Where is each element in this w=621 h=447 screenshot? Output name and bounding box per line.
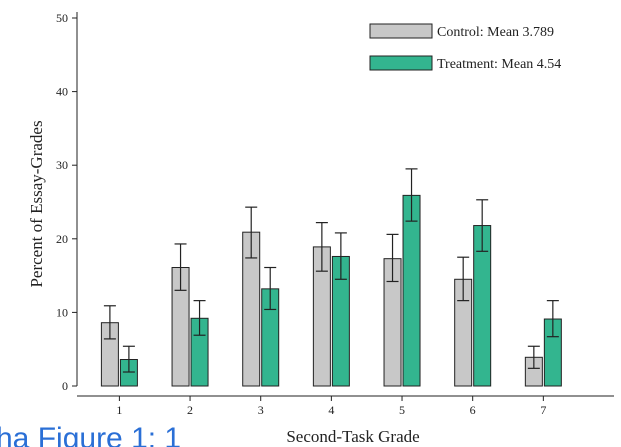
x-tick-label: 2 [187, 403, 193, 417]
y-tick-label: 30 [56, 158, 68, 172]
legend: Control: Mean 3.789 Treatment: Mean 4.54 [369, 23, 561, 72]
y-tick-label: 40 [56, 85, 68, 99]
partial-caption-text: ha Figure 1: 1 [0, 422, 181, 447]
plot-frame [76, 12, 614, 397]
x-tick-label: 4 [328, 403, 334, 417]
x-tick-label: 7 [540, 403, 546, 417]
legend-swatch-control [369, 23, 433, 39]
x-tick-label: 5 [399, 403, 405, 417]
y-tick-label: 50 [56, 11, 68, 25]
legend-label-treatment: Treatment: Mean 4.54 [437, 57, 561, 72]
x-tick-label: 3 [258, 403, 264, 417]
x-tick-label: 6 [470, 403, 476, 417]
y-axis-ticks: 0 10 20 30 40 50 [56, 11, 77, 393]
x-tick-label: 1 [116, 403, 122, 417]
y-tick-label: 20 [56, 232, 68, 246]
error-bars-group [103, 168, 559, 373]
x-axis-ticks: 1 2 3 4 5 6 7 [116, 396, 546, 417]
legend-label-control: Control: Mean 3.789 [437, 25, 554, 40]
y-tick-label: 10 [56, 305, 68, 319]
legend-swatch-treatment [369, 55, 433, 71]
x-axis-title: Second-Task Grade [286, 427, 419, 446]
bars-group [100, 194, 562, 387]
treatment-bar [402, 194, 421, 387]
y-axis-title: Percent of Essay-Grades [27, 120, 46, 287]
y-tick-label: 0 [62, 379, 68, 393]
